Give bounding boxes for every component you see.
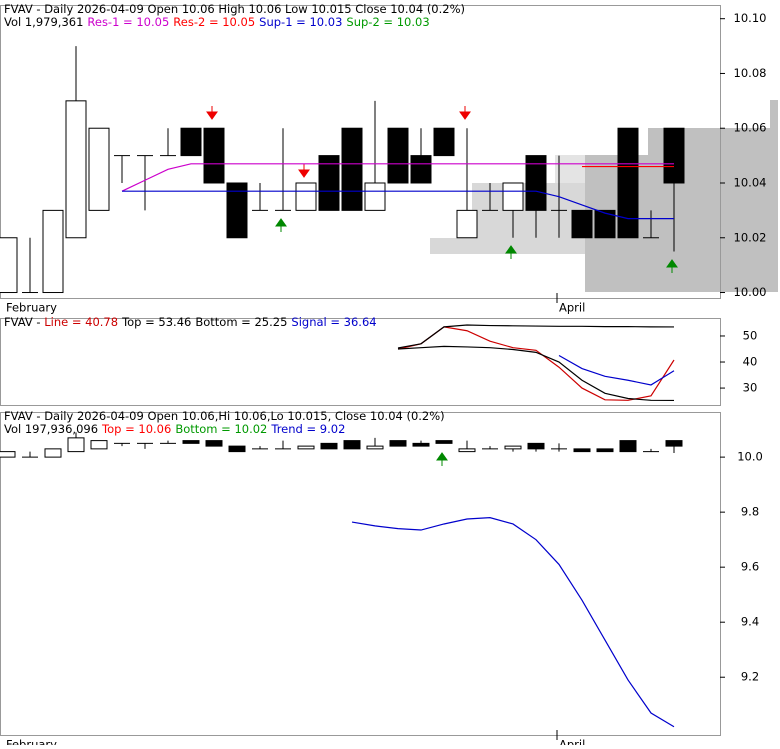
x-tick-label: April — [559, 301, 585, 315]
x-tick-label: April — [559, 738, 585, 746]
y-tick-label: 9.8 — [741, 505, 759, 519]
candle-body — [295, 182, 317, 211]
volume-label: Vol 197,936,096 — [4, 422, 98, 436]
y-tick-label: 10.08 — [734, 66, 767, 80]
legend-entry: Bottom = 10.02 — [175, 422, 267, 436]
y-tick-label: 40 — [743, 355, 758, 369]
series-line — [351, 517, 675, 728]
candle-body — [42, 209, 64, 294]
candle-body — [596, 448, 614, 453]
candle-body — [297, 445, 315, 450]
candle-body — [88, 127, 110, 211]
series-line — [121, 163, 674, 192]
candle-body — [527, 442, 545, 450]
y-tick-label: 10.02 — [734, 230, 767, 244]
legend-entry: Trend = 9.02 — [270, 422, 345, 436]
candle-body — [203, 127, 225, 184]
candle-body — [205, 440, 223, 447]
panel-frame — [0, 5, 721, 299]
y-tick-label: 10.06 — [734, 121, 767, 135]
series-line — [558, 354, 675, 386]
y-tick-label: 10.10 — [734, 11, 767, 25]
candle-body — [320, 442, 338, 450]
candle-body — [410, 155, 432, 184]
chart-title: FVAV - Line = 40.78 Top = 53.46 Bottom = 2… — [4, 315, 377, 329]
candle-body — [387, 127, 409, 184]
legend-entry: Bottom = 25.25 — [195, 315, 287, 329]
title: FVAV - Daily 2026-04-09 Open 10.06,Hi 10… — [4, 409, 445, 423]
panel-frame — [0, 318, 721, 406]
legend-entry: Line = 40.78 — [44, 315, 118, 329]
candle-body — [180, 127, 202, 157]
y-tick-label: 9.4 — [741, 615, 759, 629]
candle-body — [389, 440, 407, 447]
candle-body — [182, 440, 200, 444]
y-tick-label: 9.6 — [741, 560, 759, 574]
volume-label: Vol 1,979,361 — [4, 15, 83, 29]
candle-body — [617, 127, 639, 239]
candle-body — [663, 127, 685, 184]
title: FVAV - — [4, 315, 44, 329]
candle-body — [90, 440, 108, 450]
candle-body — [44, 448, 62, 458]
legend: Vol 197,936,096 Top = 10.06 Bottom = 10.02… — [4, 422, 345, 436]
legend-entry: Top = 10.06 — [101, 422, 171, 436]
candle-body — [228, 445, 246, 453]
series-line — [397, 326, 675, 401]
x-tick-label: February — [6, 301, 57, 315]
legend-entry: Signal = 36.64 — [291, 315, 376, 329]
candle-body — [412, 442, 430, 447]
legend-entry: Sup-1 = 10.03 — [259, 15, 342, 29]
candle-body — [525, 155, 547, 211]
y-tick-label: 50 — [743, 328, 758, 342]
candle-body — [366, 445, 384, 450]
legend-entry: Sup-2 = 10.03 — [346, 15, 429, 29]
panel-frame — [0, 412, 721, 736]
y-tick-label: 9.2 — [741, 670, 759, 684]
shading — [430, 100, 778, 292]
candle-body — [619, 440, 637, 453]
signal-arrows — [206, 106, 678, 466]
legend: Vol 1,979,361 Res-1 = 10.05 Res-2 = 10.05 S… — [4, 15, 430, 29]
chart-title: FVAV - Daily 2026-04-09 Open 10.06,Hi 10… — [4, 409, 445, 423]
legend-entry: Res-1 = 10.05 — [87, 15, 169, 29]
candle-body — [435, 440, 453, 444]
candle-body — [364, 182, 386, 211]
candle-body — [456, 209, 478, 239]
candle-body — [571, 209, 593, 239]
y-tick-label: 30 — [743, 381, 758, 395]
series-line — [122, 190, 674, 220]
y-tick-label: 10.04 — [734, 175, 767, 189]
candle-body — [341, 127, 363, 211]
candle-body — [665, 440, 683, 447]
candle-body — [504, 445, 522, 450]
series-line — [397, 345, 675, 402]
candle-body — [318, 155, 340, 211]
candle-body — [0, 451, 16, 458]
candle-body — [67, 437, 85, 453]
y-tick-label: 10.0 — [737, 450, 763, 464]
title: FVAV - Daily 2026-04-09 Open 10.06 High … — [4, 2, 465, 16]
y-tick-label: 10.00 — [734, 285, 767, 299]
chart-title: FVAV - Daily 2026-04-09 Open 10.06 High … — [4, 2, 465, 16]
candle-body — [433, 127, 455, 157]
candle-body — [502, 182, 524, 211]
legend-entry: Res-2 = 10.05 — [173, 15, 255, 29]
candle-body — [343, 440, 361, 450]
series-line — [397, 324, 675, 349]
candle-body — [65, 100, 87, 239]
candle-body — [594, 209, 616, 239]
candle-body — [0, 237, 18, 294]
candle-body — [226, 182, 248, 239]
candle-body — [573, 448, 591, 453]
x-tick-label: February — [6, 738, 57, 746]
candle-body — [458, 448, 476, 453]
legend-entry: Top = 53.46 — [121, 315, 191, 329]
